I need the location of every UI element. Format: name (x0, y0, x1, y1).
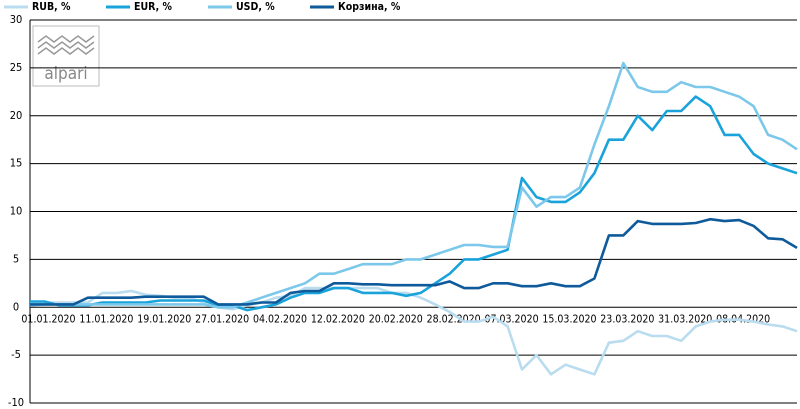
y-tick-label: 20 (10, 109, 23, 122)
series-line (30, 95, 798, 312)
legend-label: Корзина, % (338, 1, 401, 13)
y-tick-label: -5 (11, 348, 21, 361)
legend-label: USD, % (236, 1, 275, 13)
x-tick-label: 23.03.2020 (600, 313, 654, 325)
x-tick-label: 12.02.2020 (311, 313, 365, 325)
x-tick-label: 15.03.2020 (542, 313, 596, 325)
logo-text: alpari (44, 64, 87, 84)
legend-label: RUB, % (32, 1, 71, 13)
x-tick-label: 07.03.2020 (485, 313, 539, 325)
logo-waves (37, 35, 95, 55)
logo-box (32, 25, 100, 87)
x-tick-label: 27.01.2020 (195, 313, 249, 325)
y-tick-label: 30 (10, 13, 23, 26)
y-tick-label: 10 (10, 205, 23, 218)
legend-label: EUR, % (134, 1, 172, 13)
x-tick-label: 01.01.2020 (21, 313, 75, 325)
x-tick-label: 11.01.2020 (79, 313, 133, 325)
series-line (30, 286, 798, 376)
y-tick-label: -10 (8, 396, 24, 409)
x-tick-label: 04.02.2020 (253, 313, 307, 325)
x-tick-label: 20.02.2020 (369, 313, 423, 325)
series-line (30, 217, 798, 306)
legend-item: Корзина, % (310, 1, 401, 13)
legend-item: USD, % (208, 1, 275, 13)
logo: alpari (32, 25, 100, 87)
legend-item: RUB, % (4, 1, 71, 13)
legend-item: EUR, % (106, 1, 172, 13)
y-tick-label: 5 (13, 252, 19, 265)
y-tick-label: 15 (10, 157, 23, 170)
x-tick-label: 19.01.2020 (137, 313, 191, 325)
x-tick-label: 31.03.2020 (658, 313, 712, 325)
y-tick-label: 0 (13, 300, 19, 313)
y-tick-label: 25 (10, 61, 23, 74)
series-line (29, 61, 798, 309)
